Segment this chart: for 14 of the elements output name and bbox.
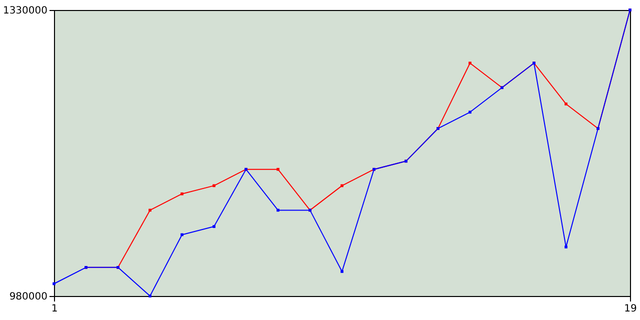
point [212, 184, 216, 188]
x-tick-label: 19 [624, 304, 637, 314]
point [180, 233, 184, 236]
point [276, 168, 280, 171]
x-tick-label: 1 [51, 304, 58, 314]
point [468, 62, 472, 65]
y-tick-label: 980000 [9, 292, 48, 302]
point [52, 282, 56, 286]
point [468, 110, 472, 114]
y-tick-label: 1330000 [2, 6, 48, 16]
point [340, 184, 344, 188]
point [276, 208, 280, 212]
point [148, 208, 152, 212]
point [180, 192, 184, 196]
